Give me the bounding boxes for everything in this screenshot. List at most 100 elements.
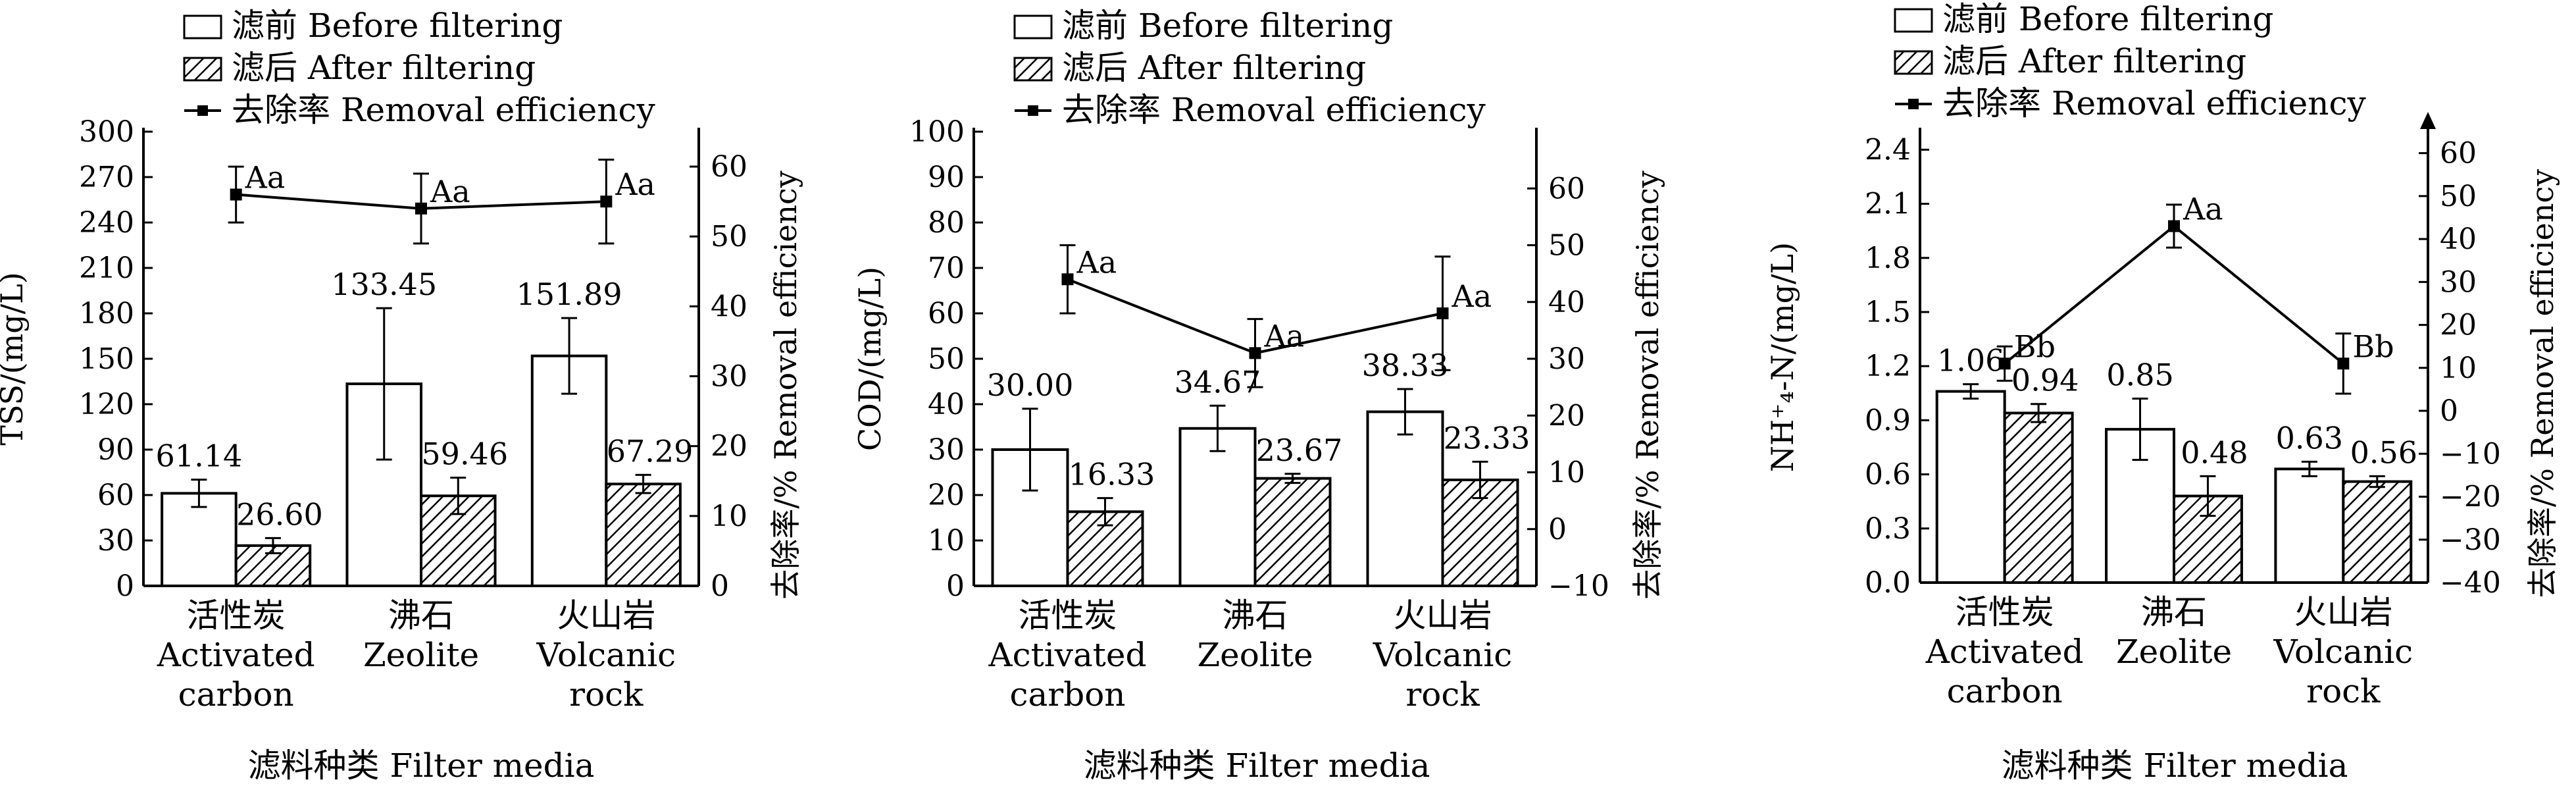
removal-point — [2337, 357, 2350, 370]
y-tick-label: 30 — [928, 433, 965, 467]
y2-tick-label: 40 — [711, 290, 747, 323]
y-tick-label: 180 — [79, 297, 134, 330]
y2-axis-title: 去除率/% Removal efficiency — [1630, 170, 1665, 599]
y2-tick-label: −10 — [1548, 569, 1609, 603]
bar-after — [1253, 477, 1332, 587]
category-label-en: Zeolite — [363, 636, 479, 674]
legend-swatch-removal-marker — [1908, 99, 1919, 109]
category-label-en: carbon — [1947, 672, 2063, 710]
y2-tick-label: −30 — [2440, 523, 2501, 557]
significance-label: Aa — [245, 160, 286, 196]
y2-tick-label: −40 — [2440, 566, 2501, 600]
data-label-after: 0.56 — [2350, 434, 2417, 470]
legend-label-after: 滤后 After filtering — [1942, 42, 2246, 80]
y2-tick-label: 50 — [711, 220, 747, 253]
data-label-before: 0.85 — [2106, 357, 2173, 393]
significance-label: Bb — [2014, 328, 2056, 364]
y-tick-label: 150 — [79, 342, 134, 376]
y-tick-label: 90 — [928, 161, 965, 194]
y-tick-label: 1.5 — [1865, 296, 1911, 329]
significance-label: Aa — [1076, 244, 1117, 280]
legend-swatch-after — [1894, 50, 1933, 75]
data-label-after: 16.33 — [1069, 457, 1155, 492]
data-label-before: 34.67 — [1174, 364, 1261, 400]
removal-point — [2168, 220, 2180, 232]
legend-swatch-removal-marker — [197, 105, 208, 116]
category-label-zh: 活性炭 — [1956, 593, 2054, 631]
removal-point — [1249, 347, 1261, 359]
y-tick-label: 270 — [79, 161, 134, 194]
removal-point — [600, 196, 613, 208]
category-label-zh: 活性炭 — [187, 596, 286, 635]
legend-label-before: 滤前 Before filtering — [232, 7, 563, 45]
removal-point — [1436, 307, 1449, 319]
significance-label: Bb — [2352, 328, 2394, 364]
y2-tick-label: 10 — [711, 500, 747, 533]
y-tick-label: 240 — [79, 206, 134, 240]
category-label-zh: 火山岩 — [1394, 596, 1492, 635]
y-tick-label: 50 — [928, 342, 965, 376]
y-tick-label: 10 — [928, 524, 965, 558]
y2-tick-label: 60 — [711, 150, 747, 184]
y2-axis-title: 去除率/% Removal efficiency — [2525, 169, 2560, 598]
legend-swatch-after — [183, 57, 222, 82]
category-label-en: Activated — [988, 636, 1147, 674]
y-tick-label: 2.1 — [1865, 188, 1911, 221]
category-label-en: rock — [2306, 672, 2381, 710]
category-label-zh: 活性炭 — [1019, 596, 1117, 635]
y2-tick-label: 0 — [2440, 394, 2458, 428]
y-tick-label: 60 — [928, 297, 965, 330]
legend: 滤前 Before filtering 滤后 After filtering 去除率… — [1894, 0, 2366, 122]
data-label-after: 23.67 — [1256, 432, 1343, 468]
category-label-zh: 火山岩 — [2294, 593, 2392, 631]
y-tick-label: 0.3 — [1865, 512, 1911, 546]
y-axis-title: COD/(mg/L) — [852, 267, 888, 451]
removal-point — [1061, 273, 1074, 286]
category-label-en: Zeolite — [2116, 633, 2232, 671]
y-tick-label: 100 — [909, 115, 965, 149]
category-label-zh: 火山岩 — [557, 596, 655, 635]
significance-label: Aa — [1264, 318, 1305, 354]
y-tick-label: 210 — [79, 251, 134, 285]
significance-label: Aa — [1452, 278, 1492, 314]
removal-point — [230, 188, 242, 201]
bar-before — [1366, 410, 1444, 587]
category-label-en: Volcanic — [536, 636, 676, 674]
y-tick-label: 0 — [116, 569, 134, 603]
data-label-after: 0.48 — [2181, 434, 2248, 470]
y2-tick-label: 30 — [1548, 342, 1585, 376]
legend-swatch-before — [1013, 14, 1053, 39]
data-label-before: 1.06 — [1937, 343, 2004, 379]
data-label-after: 67.29 — [607, 433, 694, 469]
significance-label: Aa — [430, 174, 470, 209]
y2-tick-label: 60 — [2440, 137, 2477, 170]
data-label-after: 23.33 — [1444, 420, 1530, 456]
category-label-en: rock — [1405, 675, 1480, 714]
data-label-before: 61.14 — [156, 438, 243, 474]
x-axis-title: 滤料种类 Filter media — [2002, 747, 2348, 785]
legend-label-removal: 去除率 Removal efficiency — [1062, 91, 1486, 129]
y2-tick-label: −20 — [2440, 481, 2501, 514]
chart-panel-1: 0 30 60 90 120 150 180 210 240 270 300 0 10 20 30 40 50 6… — [0, 7, 803, 785]
y2-tick-label: 30 — [2440, 265, 2477, 299]
y2-tick-label: 10 — [1548, 456, 1585, 490]
y2-tick-label: 20 — [711, 430, 747, 463]
y2-tick-label: 50 — [1548, 229, 1585, 263]
y-tick-label: 70 — [928, 251, 965, 285]
bar-after — [605, 483, 682, 587]
data-label-before: 30.00 — [987, 367, 1074, 403]
y2-tick-label: 0 — [1548, 513, 1567, 546]
y2-tick-label: 50 — [2440, 180, 2477, 213]
y-tick-label: 20 — [928, 479, 965, 512]
y-axis-title: TSS/(mg/L) — [0, 272, 30, 445]
y2-tick-label: 40 — [1548, 286, 1585, 319]
y-tick-label: 120 — [79, 388, 134, 421]
chart-panel-2: 0 10 20 30 40 50 60 70 80 90 100 −10 0 10 20 30 40 50 60 30… — [852, 7, 1665, 785]
category-label-zh: 沸石 — [2141, 593, 2207, 631]
y2-axis-title: 去除率/% Removal efficiency — [768, 170, 803, 599]
chart-panel-3: 0.0 0.3 0.6 0.9 1.2 1.5 1.8 2.1 2.4 −40 −30 −20 −10 0… — [1765, 0, 2560, 785]
bar-before — [1935, 390, 2006, 584]
y-tick-label: 1.2 — [1865, 350, 1911, 383]
category-label-zh: 沸石 — [1223, 596, 1288, 635]
